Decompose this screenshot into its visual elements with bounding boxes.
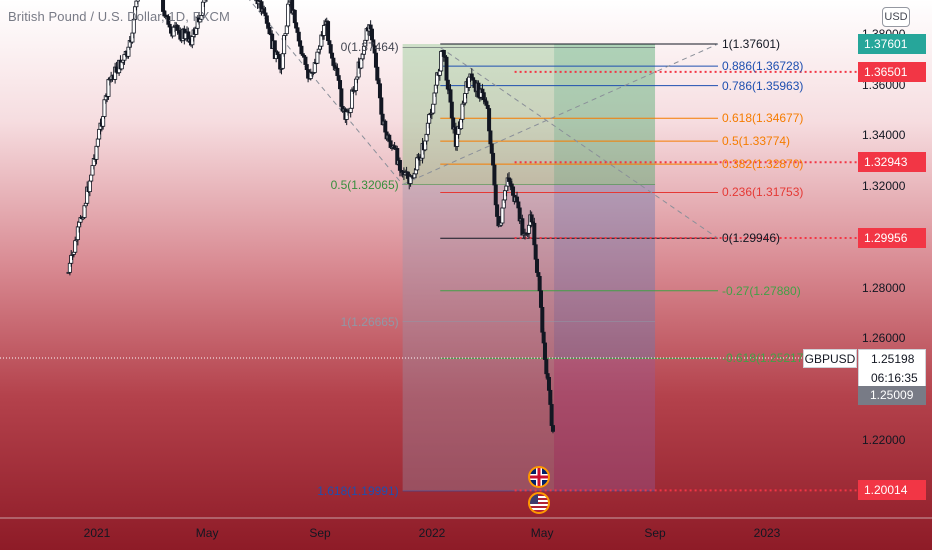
price-tick-label: 1.26000 [862,331,906,346]
price-tag: 1.32943 [858,152,926,173]
target-zone-bottom [554,358,656,491]
fib-level-label: -0.27(1.27880) [722,283,801,298]
candle-body [383,120,388,133]
candle-body [95,138,100,147]
fib-level-label: 0(1.29946) [722,231,781,246]
candle-body [533,244,538,260]
trend-diagonal [248,0,404,185]
candle-body [431,103,436,114]
fib-extension-label: 1(1.26665) [340,314,399,329]
candle-body [304,64,309,71]
last-price-tag: 1.25198 06:16:35 [858,349,926,389]
price-tag: 1.37601 [858,34,926,54]
time-tick-label: Sep [309,526,331,540]
symbol-title[interactable]: British Pound / U.S. Dollar, 1D, FXCM [8,9,230,24]
target-zone-middle [554,184,656,359]
fib-level-label: 0.236(1.31753) [722,185,804,200]
candle-body [487,108,492,132]
candle-body [315,51,320,64]
us-flag-icon[interactable] [528,492,550,514]
bar-countdown: 06:16:35 [871,371,918,385]
fib-level-label: 1(1.37601) [722,37,781,51]
candle-body [326,21,331,42]
candle-body [322,24,327,36]
price-tag: 1.20014 [858,480,926,501]
fib-extension-label: 1.618(1.19991) [317,484,399,498]
fib-extension-label: 0(1.37464) [340,40,399,55]
candle-body [397,159,402,171]
candle-body [327,40,332,45]
fib-level-label: 0.382(1.32870) [722,157,804,172]
fib-extension-label: 0.5(1.32065) [330,177,399,192]
price-tag: 1.36501 [858,61,926,82]
time-tick-label: 2021 [83,526,111,540]
projection-zone-bottom [402,184,555,491]
time-tick-label: 2022 [418,526,446,540]
secondary-price-tag: 1.25009 [858,386,926,405]
candle-body [500,207,505,224]
candle-body [135,0,140,2]
candle-body [449,101,454,119]
last-price-value: 1.25198 [871,352,915,366]
candle-body [444,56,449,81]
fib-level-label: 0.618(1.34677) [722,111,804,126]
symbol-price-label: GBPUSD [803,349,857,368]
candle-body [87,180,92,193]
price-tick-label: 1.34000 [862,128,906,143]
time-tick-label: May [195,526,219,540]
uk-flag-icon[interactable] [528,466,550,488]
fib-level-label: 0.786(1.35963) [722,78,804,93]
price-tag: 1.29956 [858,228,926,249]
price-tick-label: 1.22000 [862,433,906,447]
trend-diagonal [402,43,719,185]
fib-level-label: 0.886(1.36728) [722,59,804,74]
trend-diagonal [439,47,719,239]
candle-body [267,26,272,35]
candle-body [202,0,207,3]
time-tick-label: Sep [644,526,666,540]
candle-body [328,44,333,54]
time-tick-label: May [530,526,554,540]
candle-body [73,240,78,253]
fib-level-label: 0.5(1.33774) [722,134,791,149]
candle-body [448,89,453,103]
candle-body [94,145,99,160]
candle-body [373,52,378,68]
candle-body [493,184,498,206]
projection-zone-top [402,44,555,185]
candle-body [532,222,537,246]
time-tick-label: 2023 [753,526,781,540]
candle-body [379,97,384,115]
candle-body [491,152,496,166]
target-zone-top [554,44,656,185]
candle-body [550,425,555,432]
candle-body [339,88,344,107]
candle-body [546,376,551,391]
currency-badge[interactable]: USD [882,7,910,27]
candle-body [377,83,382,99]
fib-level-label: -0.618(1.25217) [722,351,808,366]
candle-body [89,174,94,182]
candle-body [286,3,291,27]
price-tick-label: 1.28000 [862,280,906,295]
price-tick-label: 1.32000 [862,179,906,194]
candle-body [537,275,542,292]
